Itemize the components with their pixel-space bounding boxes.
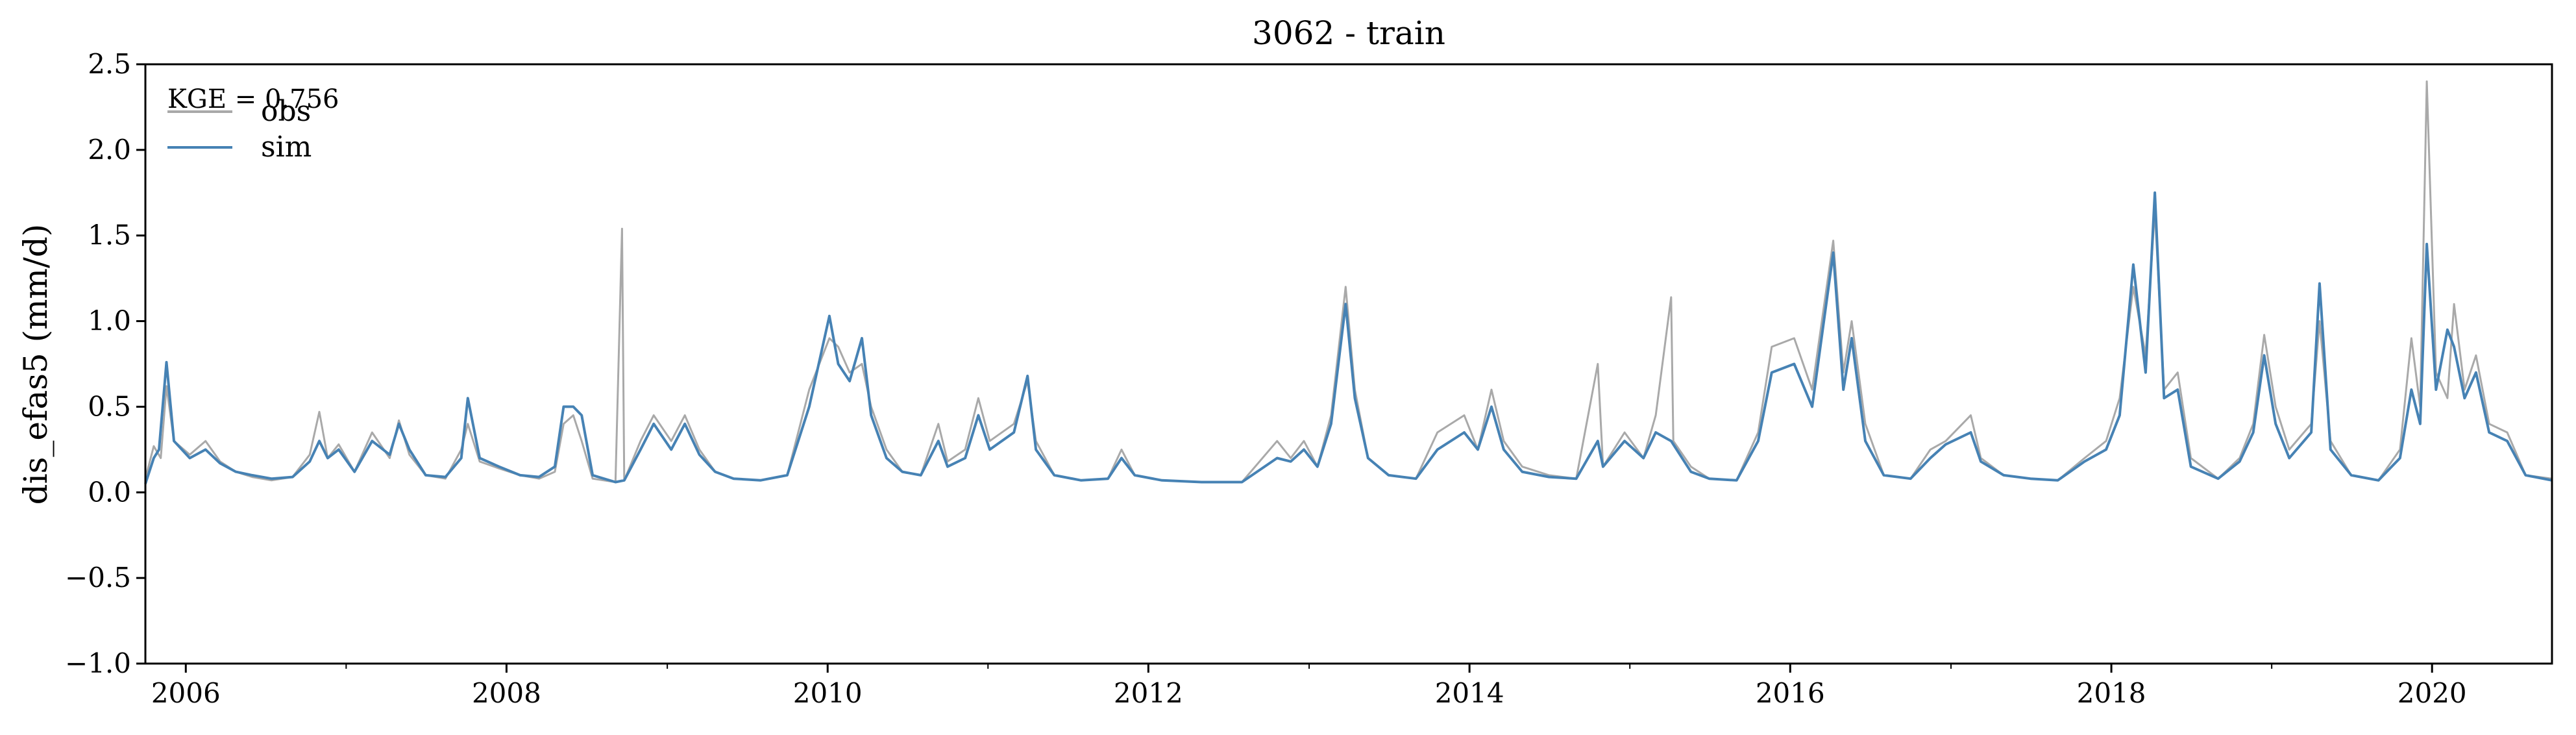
y-tick-label: −1.0 — [65, 647, 131, 679]
y-tick-label: 1.5 — [88, 219, 131, 251]
axes-frame — [144, 63, 2553, 665]
tick-layer: −1.0 −0.5 0.0 0.5 1.0 1.5 2.0 2.5 2006 2008 2010 20… — [65, 48, 2467, 709]
y-axis-label: dis_efas5 (mm/d) — [17, 224, 55, 505]
x-tick-label: 2006 — [151, 677, 221, 709]
plot-area: −1.0 −0.5 0.0 0.5 1.0 1.5 2.0 2.5 2006 2008 2010 20… — [65, 48, 2553, 709]
series-line-sim — [144, 191, 2553, 484]
x-tick-label: 2010 — [793, 677, 863, 709]
y-tick-label: −0.5 — [65, 562, 131, 593]
x-tick-label: 2012 — [1114, 677, 1183, 709]
legend-label-sim: sim — [261, 131, 312, 164]
y-tick-label: 1.0 — [88, 305, 131, 337]
legend: obs sim — [167, 95, 312, 164]
x-tick-label: 2020 — [2398, 677, 2467, 709]
y-tick-label: 0.5 — [88, 390, 131, 422]
legend-label-obs: obs — [261, 95, 311, 128]
y-tick-label: 0.0 — [88, 476, 131, 508]
series-line-obs — [144, 80, 2553, 483]
y-tick-label: 2.0 — [88, 134, 131, 166]
x-tick-label: 2018 — [2077, 677, 2146, 709]
x-tick-label: 2014 — [1435, 677, 1504, 709]
kge-annotation: KGE = 0.756 — [167, 84, 339, 114]
y-tick-label: 2.5 — [88, 48, 131, 80]
x-tick-label: 2008 — [472, 677, 541, 709]
chart-title: 3062 - train — [1252, 14, 1445, 52]
series-layer — [144, 80, 2553, 484]
x-tick-label: 2016 — [1756, 677, 1825, 709]
